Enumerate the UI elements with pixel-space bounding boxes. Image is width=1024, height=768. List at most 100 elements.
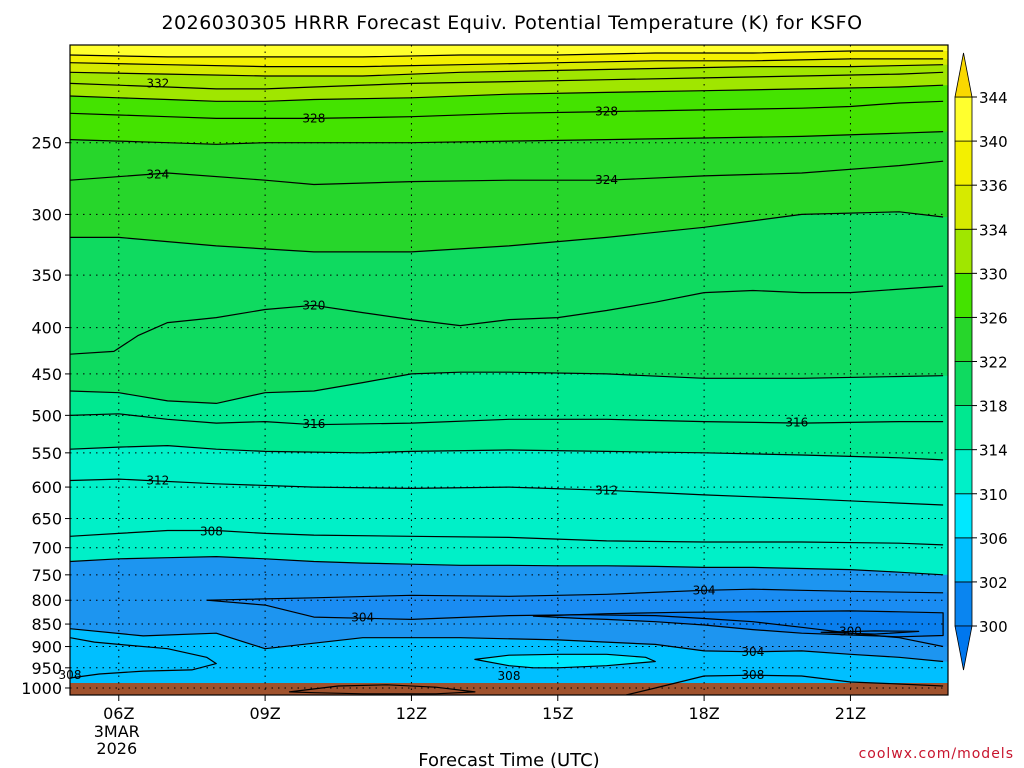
y-tick-label: 450 — [31, 365, 62, 384]
y-tick-label: 950 — [31, 659, 62, 678]
contour-label: 304 — [693, 583, 716, 597]
contour-label: 324 — [595, 173, 618, 187]
colorbar-label: 302 — [979, 574, 1008, 592]
contour-label: 320 — [302, 298, 325, 312]
contour-line-308 — [474, 653, 656, 669]
contour-line-332 — [70, 71, 944, 90]
contour-line-312 — [70, 478, 944, 506]
y-tick-label: 700 — [31, 539, 62, 558]
colorbar-arrow-low — [954, 625, 973, 671]
grid — [70, 45, 948, 695]
colorbar-label: 334 — [979, 221, 1008, 239]
contour-line-322 — [70, 211, 944, 253]
contour-line-320 — [70, 285, 944, 355]
colorbar-label: 336 — [979, 177, 1008, 195]
colorbar-label: 322 — [979, 354, 1008, 372]
contour-line-304 — [532, 610, 944, 638]
contour-line-308 — [288, 684, 476, 695]
y-axis: 250 300 350 400 450 500 550 600 650 700 750 800 850 9… — [21, 134, 70, 698]
contour-line-304 — [206, 599, 944, 648]
contour-line-304 — [70, 628, 944, 663]
filled-contours — [70, 45, 948, 695]
credit-text: coolwx.com/models — [859, 746, 1014, 762]
contour-labels: 332 328 328 324 324 320 316 316 312 312 308 304 304 3… — [59, 76, 862, 683]
colorbar-segment — [954, 537, 973, 583]
x-tick-label: 21Z — [835, 704, 866, 723]
contour-label: 308 — [741, 668, 764, 682]
x-tick-label: 12Z — [396, 704, 427, 723]
contour-lines — [70, 50, 944, 695]
contour-line-304 — [206, 588, 944, 601]
contour-line-314 — [70, 445, 944, 461]
x-tick-label: 15Z — [542, 704, 573, 723]
colorbar-label: 300 — [979, 618, 1008, 636]
ground — [70, 683, 948, 695]
y-tick-label: 1000 — [21, 679, 62, 698]
colorbar-label: 310 — [979, 486, 1008, 504]
y-tick-label: 250 — [31, 134, 62, 153]
colorbar-segment — [954, 493, 973, 539]
y-tick-label: 600 — [31, 478, 62, 497]
colorbar-segment — [954, 96, 973, 142]
y-tick-label: 500 — [31, 406, 62, 425]
contour-label: 304 — [741, 645, 764, 659]
y-tick-label: 900 — [31, 638, 62, 657]
y-tick-label: 650 — [31, 510, 62, 529]
contour-line-334 — [70, 64, 944, 77]
y-tick-label: 750 — [31, 566, 62, 585]
x-tick-label: 06Z — [103, 704, 134, 723]
contour-line-328 — [70, 100, 944, 119]
contour-label: 312 — [595, 483, 618, 497]
contour-line-310 — [70, 556, 944, 576]
contour-label: 308 — [498, 669, 521, 683]
plot-frame — [69, 44, 949, 696]
contour-line-326 — [70, 131, 944, 145]
contour-label: 324 — [146, 167, 169, 181]
contour-line-330 — [70, 84, 944, 102]
contour-line-318 — [70, 371, 944, 404]
y-tick-label: 350 — [31, 266, 62, 285]
colorbar-label: 318 — [979, 398, 1008, 416]
blob-308-3 — [474, 654, 656, 668]
colorbar-segment — [954, 228, 973, 274]
colorbar-label: 330 — [979, 265, 1008, 283]
blob-304-1 — [533, 610, 944, 637]
contour-label: 316 — [302, 417, 325, 431]
colorbar-segment — [954, 317, 973, 362]
colorbar-segment — [954, 361, 973, 406]
y-tick-label: 850 — [31, 615, 62, 634]
y-tick-label: 400 — [31, 319, 62, 338]
colorbar-arrow-high — [954, 52, 973, 98]
colorbar: 300 302 306 310 314 318 322 326 330 334 336 340 344 — [954, 52, 1008, 671]
colorbar-label: 326 — [979, 309, 1008, 327]
contour-line-338 — [70, 50, 944, 58]
x-tick-label: 18Z — [688, 704, 719, 723]
contour-line-316 — [70, 413, 944, 426]
contour-label: 300 — [839, 624, 862, 638]
colorbar-segment — [954, 581, 973, 627]
contour-line-336 — [70, 58, 944, 68]
colorbar-label: 344 — [979, 89, 1008, 107]
x-tick-sublabel: 3MAR — [94, 722, 140, 741]
contour-label: 332 — [146, 76, 169, 90]
x-axis-label: Forecast Time (UTC) — [418, 750, 599, 768]
colorbar-label: 306 — [979, 530, 1008, 548]
colorbar-segment — [954, 140, 973, 186]
colorbar-label: 340 — [979, 133, 1008, 151]
contour-label: 304 — [351, 611, 374, 625]
contour-label: 328 — [302, 111, 325, 125]
colorbar-label: 314 — [979, 442, 1008, 460]
contour-label: 328 — [595, 105, 618, 119]
colorbar-segment — [954, 184, 973, 230]
colorbar-segment — [954, 272, 973, 318]
chart-title: 2026030305 HRRR Forecast Equiv. Potentia… — [161, 12, 862, 34]
colorbar-segment — [954, 405, 973, 451]
contour-label: 316 — [785, 415, 808, 429]
contour-line-308 — [70, 529, 944, 546]
y-tick-label: 800 — [31, 591, 62, 610]
colorbar-segment — [954, 449, 973, 495]
contour-line-308 — [70, 637, 217, 679]
contour-line-308 — [625, 674, 944, 695]
